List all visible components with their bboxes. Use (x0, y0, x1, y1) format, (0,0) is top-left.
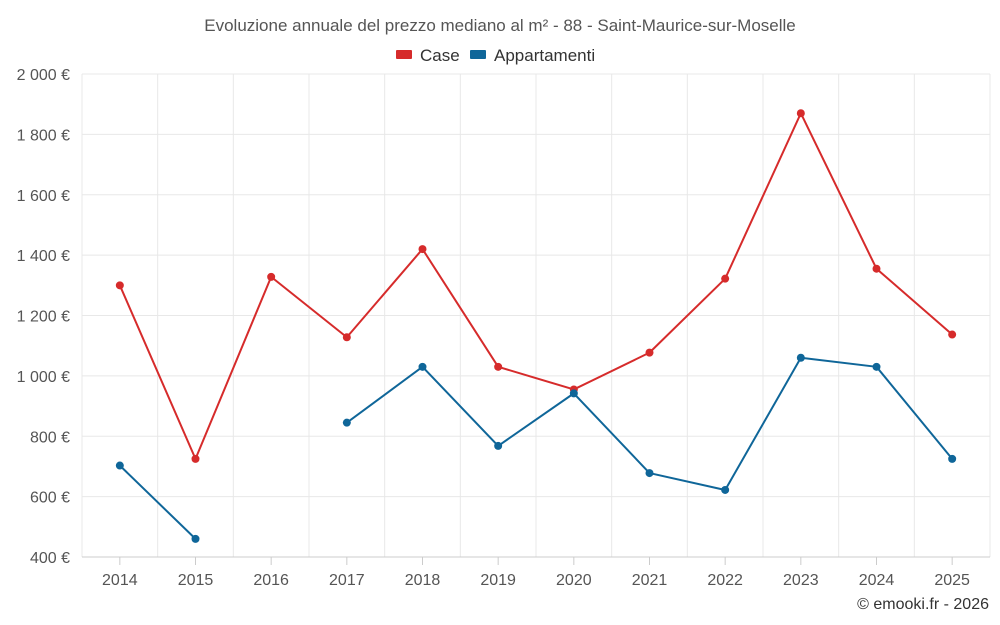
x-tick-label: 2016 (253, 572, 289, 589)
x-tick-label: 2014 (102, 572, 138, 589)
data-point[interactable] (191, 534, 200, 543)
y-tick-label: 1 400 € (17, 248, 70, 265)
x-tick-label: 2017 (329, 572, 365, 589)
data-point[interactable] (494, 441, 503, 450)
y-tick-label: 1 200 € (17, 309, 70, 326)
series (115, 109, 957, 543)
legend-item-case[interactable]: Case (396, 46, 460, 65)
y-tick-label: 800 € (30, 429, 70, 446)
x-tick-label: 2018 (405, 572, 441, 589)
y-tick-label: 1 000 € (17, 369, 70, 386)
data-point[interactable] (418, 245, 427, 254)
x-tick-label: 2019 (480, 572, 516, 589)
x-tick-label: 2015 (178, 572, 214, 589)
x-tick-label: 2022 (707, 572, 743, 589)
data-point[interactable] (872, 264, 881, 273)
series-line (118, 112, 953, 460)
y-tick-label: 1 600 € (17, 188, 70, 205)
legend-swatch-appartamenti (470, 50, 486, 59)
data-point[interactable] (948, 454, 957, 463)
data-point[interactable] (494, 362, 503, 371)
y-tick-label: 600 € (30, 490, 70, 507)
x-tick-label: 2021 (632, 572, 668, 589)
x-tick-label: 2024 (859, 572, 895, 589)
x-tick-label: 2023 (783, 572, 819, 589)
series-line (119, 464, 197, 540)
data-point[interactable] (721, 485, 730, 494)
series-appartamenti (115, 353, 957, 543)
data-point[interactable] (115, 281, 124, 290)
data-point[interactable] (645, 469, 654, 478)
legend[interactable]: Case Appartamenti (396, 46, 595, 65)
data-point[interactable] (569, 389, 578, 398)
data-point[interactable] (342, 418, 351, 427)
credit: © emooki.fr - 2026 (857, 596, 989, 613)
series-case (115, 109, 957, 463)
grid (81, 73, 991, 557)
chart-title: Evoluzione annuale del prezzo mediano al… (204, 16, 796, 35)
y-axis: 400 € 600 € 800 € 1 000 € 1 200 € 1 400 € 1 60… (17, 67, 70, 567)
legend-item-appartamenti[interactable]: Appartamenti (470, 46, 595, 65)
data-point[interactable] (796, 109, 805, 118)
x-axis: 2014 2015 2016 2017 2018 2019 2020 2021 2022 2023… (82, 556, 990, 589)
data-point[interactable] (721, 274, 730, 283)
data-point[interactable] (796, 353, 805, 362)
legend-label-appartamenti: Appartamenti (494, 46, 595, 65)
data-point[interactable] (418, 362, 427, 371)
data-point[interactable] (872, 362, 881, 371)
data-point[interactable] (948, 330, 957, 339)
data-point[interactable] (191, 454, 200, 463)
data-point[interactable] (342, 333, 351, 342)
y-tick-label: 1 800 € (17, 127, 70, 144)
legend-label-case: Case (420, 46, 460, 65)
y-tick-label: 400 € (30, 550, 70, 567)
data-point[interactable] (115, 461, 124, 470)
data-point[interactable] (267, 272, 276, 281)
x-tick-label: 2025 (934, 572, 970, 589)
data-point[interactable] (645, 348, 654, 357)
x-tick-label: 2020 (556, 572, 592, 589)
legend-swatch-case (396, 50, 412, 59)
y-tick-label: 2 000 € (17, 67, 70, 84)
